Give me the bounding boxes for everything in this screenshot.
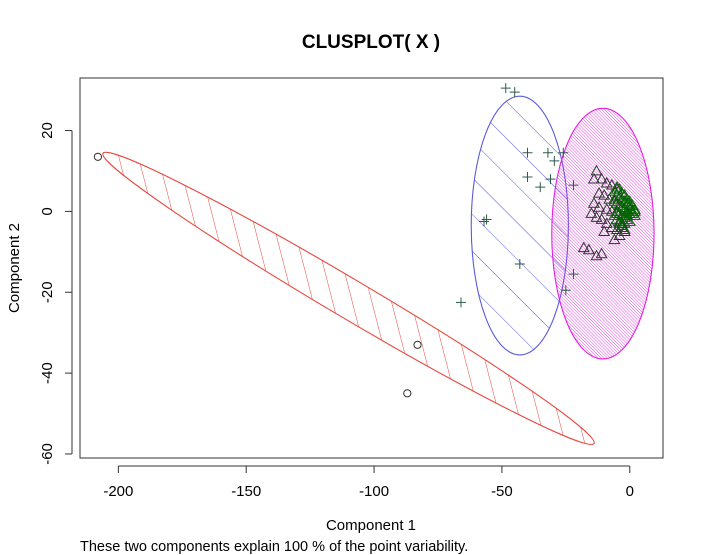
cluster-3-point xyxy=(590,249,603,261)
cluster-3-point xyxy=(587,172,601,184)
x-tick-label: -200 xyxy=(103,483,133,500)
cluster-3-dense-point xyxy=(628,205,641,216)
cluster-3-point xyxy=(582,243,595,255)
cluster-3-point xyxy=(585,207,598,218)
cluster-2-point xyxy=(500,83,511,94)
cluster-2-point xyxy=(568,269,579,280)
cluster-ellipses xyxy=(102,95,655,445)
cluster-3-point xyxy=(598,225,611,237)
cluster-2-point xyxy=(522,147,533,158)
cluster-3-point xyxy=(610,223,624,234)
cluster-2-point xyxy=(514,258,525,269)
cluster-3-dense-point xyxy=(613,182,626,194)
cluster-1-point xyxy=(403,389,412,398)
cluster-2-point xyxy=(549,155,560,166)
y-tick-label: 0 xyxy=(39,207,56,215)
cluster-3-point xyxy=(593,187,606,198)
cluster-1-point xyxy=(93,152,102,161)
cluster-3-point xyxy=(593,201,606,212)
cluster-2-point xyxy=(509,87,520,98)
cluster-3-dense-point xyxy=(610,180,624,192)
cluster-2-point xyxy=(558,147,569,158)
cluster-2-point xyxy=(545,174,556,185)
y-axis-label: Component 2 xyxy=(6,223,23,313)
cluster-3-point xyxy=(600,176,613,188)
cluster-3-dense-point xyxy=(621,193,634,204)
cluster-3-point xyxy=(598,189,611,200)
cluster-3-dense-point xyxy=(621,197,634,208)
cluster-3-point xyxy=(590,164,603,176)
x-axis-label: Component 1 xyxy=(326,517,416,534)
cluster-3-dense-point xyxy=(613,199,626,210)
x-tick-label: 0 xyxy=(626,483,634,500)
cluster-3-point xyxy=(595,247,608,259)
x-tick-label: -100 xyxy=(359,483,389,500)
cluster-3-dense-point xyxy=(616,201,629,212)
x-tick-label: -150 xyxy=(231,483,261,500)
cluster-points xyxy=(93,83,641,398)
cluster-3-dense-point xyxy=(618,223,631,234)
cluster-2-point xyxy=(568,180,579,191)
cluster-2-point xyxy=(542,147,553,158)
cluster-3-point xyxy=(613,229,626,241)
cluster-3-dense-point xyxy=(618,211,631,222)
x-tick-label: -50 xyxy=(491,483,513,500)
cluster-2-point xyxy=(455,297,466,308)
chart-subtitle: These two components explain 100 % of th… xyxy=(80,539,468,555)
cluster-3-dense-point xyxy=(616,221,629,232)
cluster-2-point xyxy=(560,285,571,296)
cluster-3-point xyxy=(577,241,590,253)
cluster-1-ellipse xyxy=(102,151,595,445)
cluster-2-point xyxy=(522,172,533,183)
cluster-3-point xyxy=(608,233,621,245)
cluster-3-point xyxy=(595,213,608,224)
y-tick-label: -60 xyxy=(39,443,56,465)
cluster-3-point xyxy=(595,172,608,184)
y-tick-label: 20 xyxy=(39,122,56,139)
cluster-3-dense-point xyxy=(610,197,624,208)
cluster-3-dense-point xyxy=(628,203,641,214)
cluster-3-point xyxy=(600,217,613,228)
y-tick-label: -40 xyxy=(39,362,56,384)
plot-frame xyxy=(79,77,664,459)
cluster-3-ellipse xyxy=(551,107,655,360)
cluster-3-point xyxy=(605,178,618,190)
cluster-2-point xyxy=(479,216,490,227)
cluster-3-point xyxy=(590,211,603,222)
cluster-3-point xyxy=(587,197,601,208)
cluster-3-point xyxy=(608,195,621,206)
y-tick-label: -20 xyxy=(39,281,56,303)
cluster-2-point xyxy=(535,182,546,193)
cluster-1-point xyxy=(413,340,422,349)
cluster-2-point xyxy=(481,214,492,225)
cluster-3-point xyxy=(600,203,613,214)
cluster-3-dense-point xyxy=(623,215,636,226)
chart-title: CLUSPLOT( X ) xyxy=(302,32,440,53)
